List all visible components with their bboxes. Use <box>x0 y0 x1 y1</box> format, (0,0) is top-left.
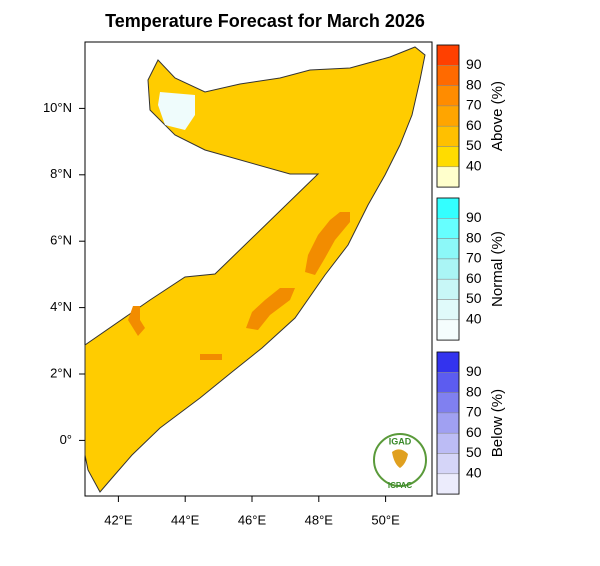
legend-band <box>436 218 460 239</box>
legend-frame <box>436 197 460 341</box>
legend-band <box>436 44 460 66</box>
x-tick-label: 44°E <box>171 512 200 527</box>
legend-band <box>436 319 460 341</box>
forecast-area <box>84 46 426 493</box>
legend-frame <box>436 351 460 495</box>
legend-band <box>436 299 460 321</box>
legend-band <box>436 392 460 414</box>
legend-label: 70 <box>466 97 482 113</box>
legend-label: 80 <box>466 76 482 92</box>
legend-title: Normal (%) <box>489 231 506 307</box>
legend-label: 40 <box>466 465 482 481</box>
legend-label: 40 <box>466 158 482 174</box>
legend-label: 70 <box>466 404 482 420</box>
logo: IGAD ICPAC <box>373 433 427 490</box>
y-tick-label: 2°N <box>50 365 72 380</box>
legend-frame <box>436 44 460 188</box>
x-tick-label: 42°E <box>104 512 133 527</box>
legend-band <box>436 105 460 127</box>
legend-band <box>436 85 460 107</box>
y-tick-label: 0° <box>60 432 72 447</box>
legend-band <box>436 432 460 454</box>
legend-band <box>436 258 460 280</box>
legend-label: 90 <box>466 209 482 225</box>
near-normal-patch <box>158 92 195 130</box>
y-tick-label: 8°N <box>50 166 72 181</box>
logo-top: IGAD <box>389 436 412 446</box>
legend-label: 70 <box>466 250 482 266</box>
legend-title: Above (%) <box>489 81 506 151</box>
legend-label: 80 <box>466 383 482 399</box>
legend-band <box>436 278 460 300</box>
legend-band <box>436 238 460 260</box>
x-tick-label: 48°E <box>305 512 334 527</box>
legend-label: 50 <box>466 290 482 306</box>
legend-label: 50 <box>466 444 482 460</box>
title: Temperature Forecast for March 2026 <box>105 11 425 31</box>
legend-band <box>436 146 460 168</box>
legend-label: 80 <box>466 229 482 245</box>
legend-label: 60 <box>466 270 482 286</box>
legend-label: 60 <box>466 117 482 133</box>
legend-band <box>436 65 460 86</box>
above-patch <box>246 288 295 330</box>
legend-band <box>436 125 460 147</box>
y-tick-label: 4°N <box>50 299 72 314</box>
legend-label: 60 <box>466 424 482 440</box>
legend-band <box>436 351 460 373</box>
legend-band <box>436 473 460 495</box>
legend-label: 40 <box>466 311 482 327</box>
legend-band <box>436 166 460 188</box>
above-patch <box>128 306 145 336</box>
x-tick-label: 46°E <box>238 512 267 527</box>
legend-band <box>436 372 460 393</box>
legend-label: 90 <box>466 363 482 379</box>
above-patch <box>305 212 350 275</box>
y-tick-label: 6°N <box>50 233 72 248</box>
legend-band <box>436 197 460 219</box>
legend-band <box>436 412 460 434</box>
somalia <box>84 46 426 493</box>
legend-label: 90 <box>466 56 482 72</box>
legend-title: Below (%) <box>489 389 506 457</box>
logo-map <box>392 449 408 468</box>
legend-band <box>436 453 460 475</box>
logo-bottom: ICPAC <box>388 481 413 490</box>
x-tick-label: 50°E <box>371 512 400 527</box>
above-patch <box>200 354 222 360</box>
y-tick-label: 10°N <box>43 100 72 115</box>
legend-label: 50 <box>466 137 482 153</box>
